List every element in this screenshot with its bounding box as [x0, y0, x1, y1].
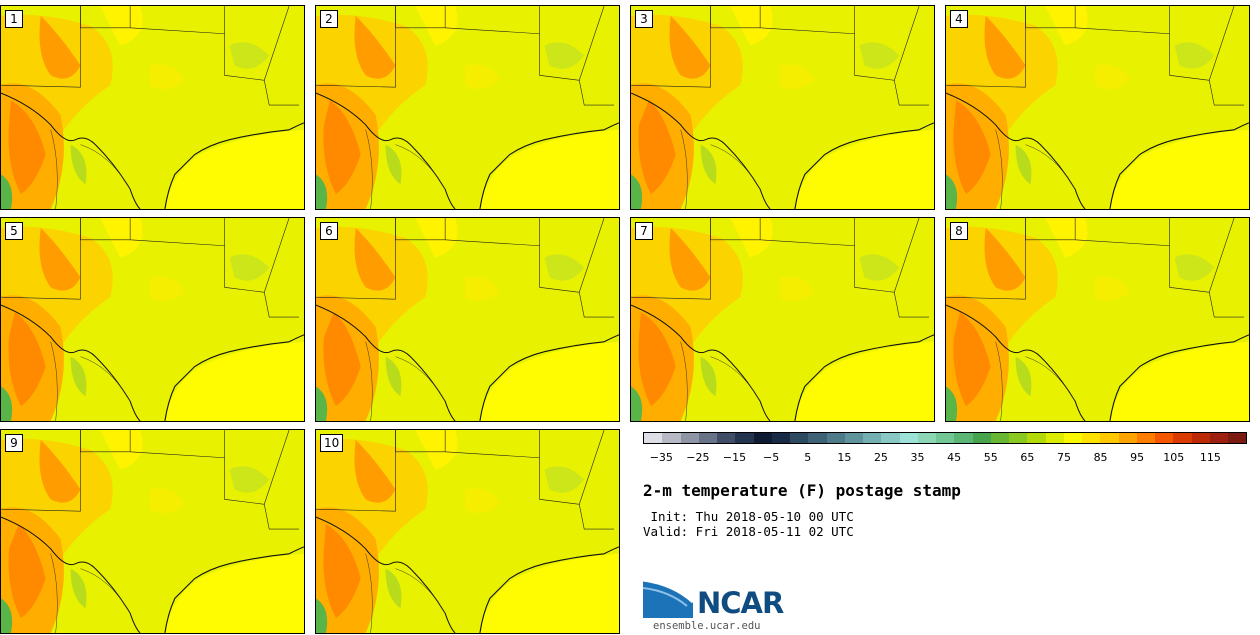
colorbar-swatch: [1100, 433, 1119, 443]
ncar-logo-icon: [643, 578, 695, 618]
colorbar-swatch: [1173, 433, 1192, 443]
colorbar-swatch: [972, 433, 991, 443]
colorbar-swatch: [698, 433, 717, 443]
colorbar-swatch: [1191, 433, 1210, 443]
colorbar-tick-label: −5: [763, 451, 780, 464]
member-panel: 6: [315, 217, 620, 422]
colorbar-tick-label: 45: [947, 451, 962, 464]
colorbar-swatch: [954, 433, 973, 443]
temperature-map: [1, 430, 304, 633]
colorbar-swatch: [1063, 433, 1082, 443]
member-panel: 7: [630, 217, 935, 422]
member-number: 4: [950, 10, 968, 28]
member-panel: 5: [0, 217, 305, 422]
colorbar-swatch: [735, 433, 754, 443]
temperature-map: [316, 430, 619, 633]
colorbar-swatch: [1045, 433, 1064, 443]
colorbar-swatch: [1228, 433, 1247, 443]
colorbar-swatch: [1118, 433, 1137, 443]
colorbar-tick-label: 105: [1163, 451, 1185, 464]
temperature-map: [1, 218, 304, 421]
colorbar-swatch: [1136, 433, 1155, 443]
colorbar-swatch: [899, 433, 918, 443]
colorbar-swatch: [808, 433, 827, 443]
member-panel: 3: [630, 5, 935, 210]
colorbar-tick-label: −35: [649, 451, 673, 464]
colorbar-swatch: [844, 433, 863, 443]
colorbar-swatch: [680, 433, 699, 443]
temperature-map: [631, 6, 934, 209]
colorbar-swatch: [936, 433, 955, 443]
temperature-map: [946, 6, 1249, 209]
temperature-map: [1, 6, 304, 209]
colorbar-swatch: [1027, 433, 1046, 443]
colorbar-tick-label: 85: [1093, 451, 1108, 464]
colorbar-swatch: [771, 433, 790, 443]
colorbar-tick-label: 115: [1199, 451, 1221, 464]
member-panel: 4: [945, 5, 1250, 210]
member-number: 7: [635, 222, 653, 240]
colorbar-swatch: [662, 433, 681, 443]
temperature-map: [946, 218, 1249, 421]
colorbar-tick-label: 15: [837, 451, 852, 464]
temperature-map: [316, 218, 619, 421]
member-number: 6: [320, 222, 338, 240]
colorbar-swatch: [881, 433, 900, 443]
colorbar-swatch: [753, 433, 772, 443]
colorbar-swatch: [1209, 433, 1228, 443]
colorbar-tick-label: 95: [1130, 451, 1145, 464]
temperature-map: [316, 6, 619, 209]
member-number: 2: [320, 10, 338, 28]
member-panel: 10: [315, 429, 620, 634]
colorbar-swatch: [644, 433, 663, 443]
colorbar-swatch: [917, 433, 936, 443]
colorbar-swatch: [1009, 433, 1028, 443]
init-time: Init: Thu 2018-05-10 00 UTC: [643, 509, 854, 524]
member-panel: 9: [0, 429, 305, 634]
colorbar-tick-label: −25: [686, 451, 710, 464]
colorbar-tick-labels: −35 −25 −15 −5 5 15 25 35 45 55 65 75 85 95 105 115: [643, 451, 1247, 465]
colorbar-swatch: [990, 433, 1009, 443]
member-number: 5: [5, 222, 23, 240]
temperature-map: [631, 218, 934, 421]
colorbar-swatch: [826, 433, 845, 443]
colorbar-tick-label: 35: [910, 451, 925, 464]
logo-wordmark: NCAR: [697, 586, 784, 620]
colorbar-swatch: [863, 433, 882, 443]
colorbar-tick-label: 55: [983, 451, 998, 464]
colorbar-tick-label: −15: [722, 451, 747, 464]
colorbar-tick-label: 5: [804, 451, 812, 464]
member-number: 3: [635, 10, 653, 28]
colorbar-swatch: [1155, 433, 1174, 443]
colorbar-tick-label: 75: [1056, 451, 1071, 464]
member-number: 9: [5, 434, 23, 452]
colorbar-swatch: [1082, 433, 1101, 443]
member-number: 8: [950, 222, 968, 240]
product-title: 2-m temperature (F) postage stamp: [643, 481, 961, 500]
member-panel: 1: [0, 5, 305, 210]
member-panel: 8: [945, 217, 1250, 422]
member-number: 1: [5, 10, 23, 28]
temperature-colorbar: [643, 432, 1247, 444]
member-panel: 2: [315, 5, 620, 210]
colorbar-swatch: [790, 433, 809, 443]
logo-url: ensemble.ucar.edu: [653, 620, 761, 632]
member-number: 10: [320, 434, 344, 452]
colorbar-swatch: [717, 433, 736, 443]
valid-time: Valid: Fri 2018-05-11 02 UTC: [643, 524, 854, 539]
colorbar-tick-label: 65: [1020, 451, 1035, 464]
colorbar-tick-label: 25: [873, 451, 888, 464]
